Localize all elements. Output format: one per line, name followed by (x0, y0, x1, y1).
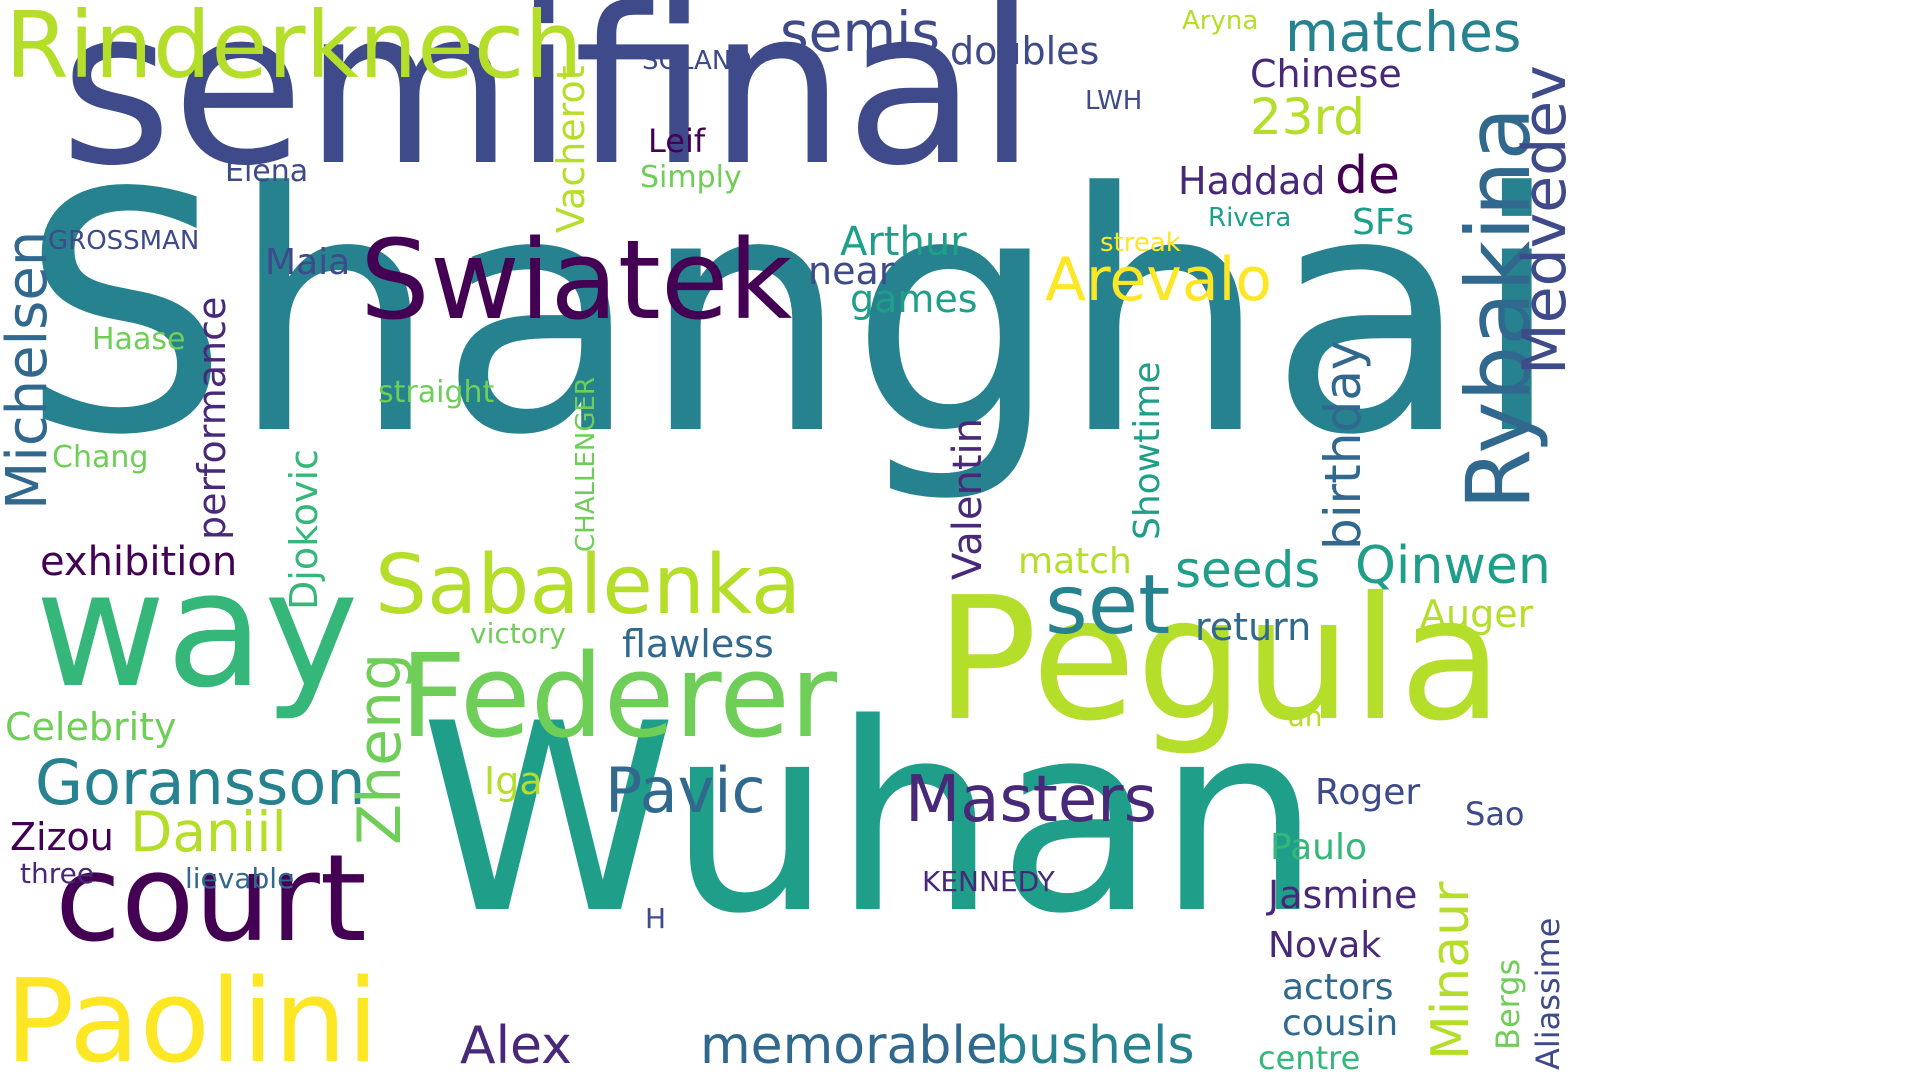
word-arthur: Arthur (840, 219, 967, 265)
word-centre: centre (1258, 1039, 1361, 1077)
word-medvedev: Medvedev (1510, 65, 1580, 375)
word-h: H (645, 902, 667, 935)
word-federer: Federer (400, 630, 838, 764)
word-elena: Elena (225, 154, 309, 189)
word-novak: Novak (1268, 925, 1382, 966)
word-exhibition: exhibition (40, 539, 238, 585)
word-games: games (850, 277, 978, 321)
word-valentin: Valentin (945, 418, 991, 580)
word-leif: Leif (648, 122, 706, 160)
word-haddad: Haddad (1178, 159, 1326, 203)
word-michelsen: Michelsen (0, 230, 60, 510)
word-alex: Alex (460, 1016, 572, 1076)
word-birthday: birthday (1314, 340, 1372, 550)
word-de: de (1335, 146, 1400, 206)
word-auger: Auger (1420, 592, 1534, 636)
word-three: three (20, 857, 95, 890)
word-chang: Chang (52, 440, 149, 475)
word-masters: Masters (905, 763, 1157, 837)
word-sabalenka: Sabalenka (375, 538, 802, 633)
word-vacherot: Vacherot (549, 65, 593, 233)
word-flawless: flawless (622, 622, 774, 666)
word-way: way (35, 536, 359, 723)
word-chinese: Chinese (1250, 52, 1402, 96)
word-lwh: LWH (1085, 86, 1143, 116)
word-23rd: 23rd (1250, 88, 1366, 146)
word-performance: performance (190, 296, 234, 540)
word-kennedy: KENNEDY (922, 865, 1055, 898)
word-haase: Haase (92, 322, 186, 357)
word-paulo: Paulo (1270, 827, 1367, 868)
word-aliassime: Aliassime (1529, 917, 1567, 1070)
word-showtime: Showtime (1127, 361, 1168, 540)
word-semis: semis (780, 0, 941, 64)
word-rinderknech: Rinderknech (5, 0, 583, 99)
word-jasmine: Jasmine (1268, 873, 1418, 917)
word-pavic: Pavic (605, 754, 766, 827)
word-iga: Iga (484, 759, 543, 803)
word-aryna: Aryna (1182, 6, 1259, 36)
word-seeds: seeds (1175, 541, 1321, 599)
word-bushels: bushels (995, 1016, 1195, 1076)
word-un: un (1287, 700, 1323, 733)
word-challenger: CHALLENGER (571, 377, 601, 552)
word-sfs: SFs (1352, 202, 1415, 243)
word-sao: Sao (1465, 795, 1525, 833)
word-grossman: GROSSMAN (48, 226, 200, 256)
word-djokovic: Djokovic (282, 449, 326, 610)
word-set: set (1045, 558, 1171, 653)
word-paolini: Paolini (5, 955, 379, 1080)
word-rivera: Rivera (1208, 203, 1292, 233)
word-wuhan: Wuhan (420, 669, 1322, 971)
word-goransson: Goransson (35, 746, 366, 819)
word-maia: Maia (265, 242, 351, 283)
word-zheng: Zheng (345, 652, 415, 845)
word-match: match (1018, 541, 1132, 582)
word-pegula: Pegula (935, 561, 1504, 759)
word-streak: streak (1100, 228, 1181, 258)
word-doubles: doubles (950, 29, 1100, 73)
word-minaur: Minaur (1421, 881, 1481, 1060)
word-roger: Roger (1315, 772, 1421, 813)
word-actors: actors (1282, 967, 1394, 1008)
word-court: court (55, 830, 367, 969)
word-straight: straight (378, 375, 495, 410)
word-qinwen: Qinwen (1355, 536, 1551, 596)
word-cousin: cousin (1282, 1003, 1399, 1044)
word-matches: matches (1285, 0, 1522, 64)
word-zizou: Zizou (10, 815, 114, 859)
word-solano: SOLANO (642, 46, 752, 76)
word-shanghai: Shanghai (20, 123, 1563, 507)
word-lievable: lievable (185, 862, 295, 895)
word-arevalo: Arevalo (1045, 245, 1272, 315)
word-daniil: Daniil (130, 800, 287, 864)
word-near: near (808, 249, 895, 293)
word-celebrity: Celebrity (5, 705, 177, 749)
word-bergs: Bergs (1489, 958, 1527, 1050)
word-simply: Simply (640, 160, 742, 195)
word-swiatek: Swiatek (360, 216, 793, 344)
word-semifinal: semifinal (60, 0, 1037, 213)
word-return: return (1195, 605, 1312, 649)
word-victory: victory (470, 617, 566, 650)
word-memorable: memorable (700, 1016, 998, 1076)
